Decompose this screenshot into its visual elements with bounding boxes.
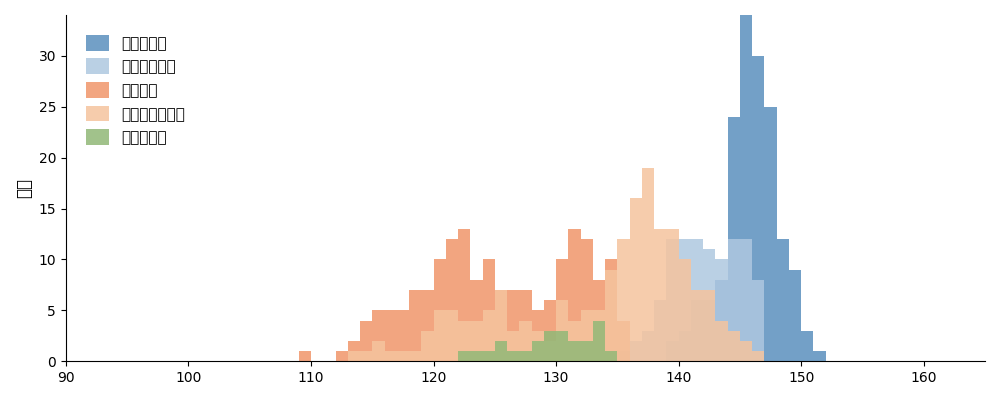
- Bar: [715, 320, 728, 361]
- Bar: [666, 239, 679, 361]
- Bar: [679, 331, 691, 361]
- Bar: [752, 351, 764, 361]
- Bar: [740, 239, 752, 361]
- Bar: [752, 56, 764, 361]
- Bar: [556, 260, 568, 361]
- Bar: [666, 229, 679, 361]
- Bar: [507, 290, 519, 361]
- Bar: [446, 239, 458, 361]
- Bar: [642, 168, 654, 361]
- Legend: ストレート, カットボール, フォーク, チェンジアップ, スライダー: ストレート, カットボール, フォーク, チェンジアップ, スライダー: [74, 23, 197, 158]
- Bar: [703, 290, 715, 361]
- Bar: [519, 351, 532, 361]
- Bar: [764, 107, 777, 361]
- Bar: [507, 331, 519, 361]
- Bar: [715, 260, 728, 361]
- Bar: [728, 117, 740, 361]
- Bar: [495, 341, 507, 361]
- Bar: [703, 300, 715, 361]
- Bar: [372, 341, 385, 361]
- Bar: [544, 341, 556, 361]
- Bar: [593, 320, 605, 361]
- Bar: [397, 310, 409, 361]
- Bar: [519, 320, 532, 361]
- Bar: [789, 270, 801, 361]
- Bar: [617, 239, 630, 361]
- Bar: [348, 341, 360, 361]
- Bar: [617, 351, 630, 361]
- Bar: [409, 290, 421, 361]
- Bar: [654, 229, 666, 361]
- Bar: [728, 331, 740, 361]
- Bar: [691, 300, 703, 361]
- Bar: [703, 249, 715, 361]
- Bar: [483, 351, 495, 361]
- Bar: [397, 351, 409, 361]
- Bar: [372, 310, 385, 361]
- Bar: [642, 331, 654, 361]
- Bar: [385, 351, 397, 361]
- Bar: [605, 351, 617, 361]
- Bar: [630, 198, 642, 361]
- Bar: [752, 280, 764, 361]
- Bar: [336, 351, 348, 361]
- Bar: [409, 351, 421, 361]
- Bar: [691, 239, 703, 361]
- Bar: [421, 290, 434, 361]
- Bar: [507, 351, 519, 361]
- Bar: [495, 290, 507, 361]
- Bar: [740, 341, 752, 361]
- Bar: [691, 290, 703, 361]
- Bar: [458, 229, 470, 361]
- Bar: [728, 239, 740, 361]
- Bar: [593, 310, 605, 361]
- Bar: [458, 351, 470, 361]
- Bar: [556, 331, 568, 361]
- Bar: [630, 341, 642, 361]
- Bar: [568, 320, 581, 361]
- Bar: [348, 351, 360, 361]
- Bar: [777, 239, 789, 361]
- Bar: [470, 320, 483, 361]
- Bar: [581, 341, 593, 361]
- Bar: [483, 310, 495, 361]
- Bar: [568, 229, 581, 361]
- Bar: [593, 280, 605, 361]
- Bar: [544, 331, 556, 361]
- Bar: [679, 260, 691, 361]
- Bar: [813, 351, 826, 361]
- Bar: [360, 320, 372, 361]
- Bar: [666, 341, 679, 361]
- Bar: [532, 331, 544, 361]
- Bar: [385, 310, 397, 361]
- Bar: [470, 280, 483, 361]
- Bar: [532, 310, 544, 361]
- Bar: [801, 331, 813, 361]
- Bar: [715, 280, 728, 361]
- Bar: [470, 351, 483, 361]
- Bar: [568, 341, 581, 361]
- Bar: [434, 310, 446, 361]
- Bar: [421, 331, 434, 361]
- Bar: [740, 0, 752, 361]
- Bar: [532, 341, 544, 361]
- Bar: [581, 310, 593, 361]
- Bar: [483, 260, 495, 361]
- Bar: [654, 300, 666, 361]
- Y-axis label: 球数: 球数: [15, 178, 33, 198]
- Bar: [458, 320, 470, 361]
- Bar: [605, 260, 617, 361]
- Bar: [605, 270, 617, 361]
- Bar: [544, 300, 556, 361]
- Bar: [679, 239, 691, 361]
- Bar: [617, 320, 630, 361]
- Bar: [495, 290, 507, 361]
- Bar: [519, 290, 532, 361]
- Bar: [556, 300, 568, 361]
- Bar: [446, 310, 458, 361]
- Bar: [581, 239, 593, 361]
- Bar: [434, 260, 446, 361]
- Bar: [360, 351, 372, 361]
- Bar: [299, 351, 311, 361]
